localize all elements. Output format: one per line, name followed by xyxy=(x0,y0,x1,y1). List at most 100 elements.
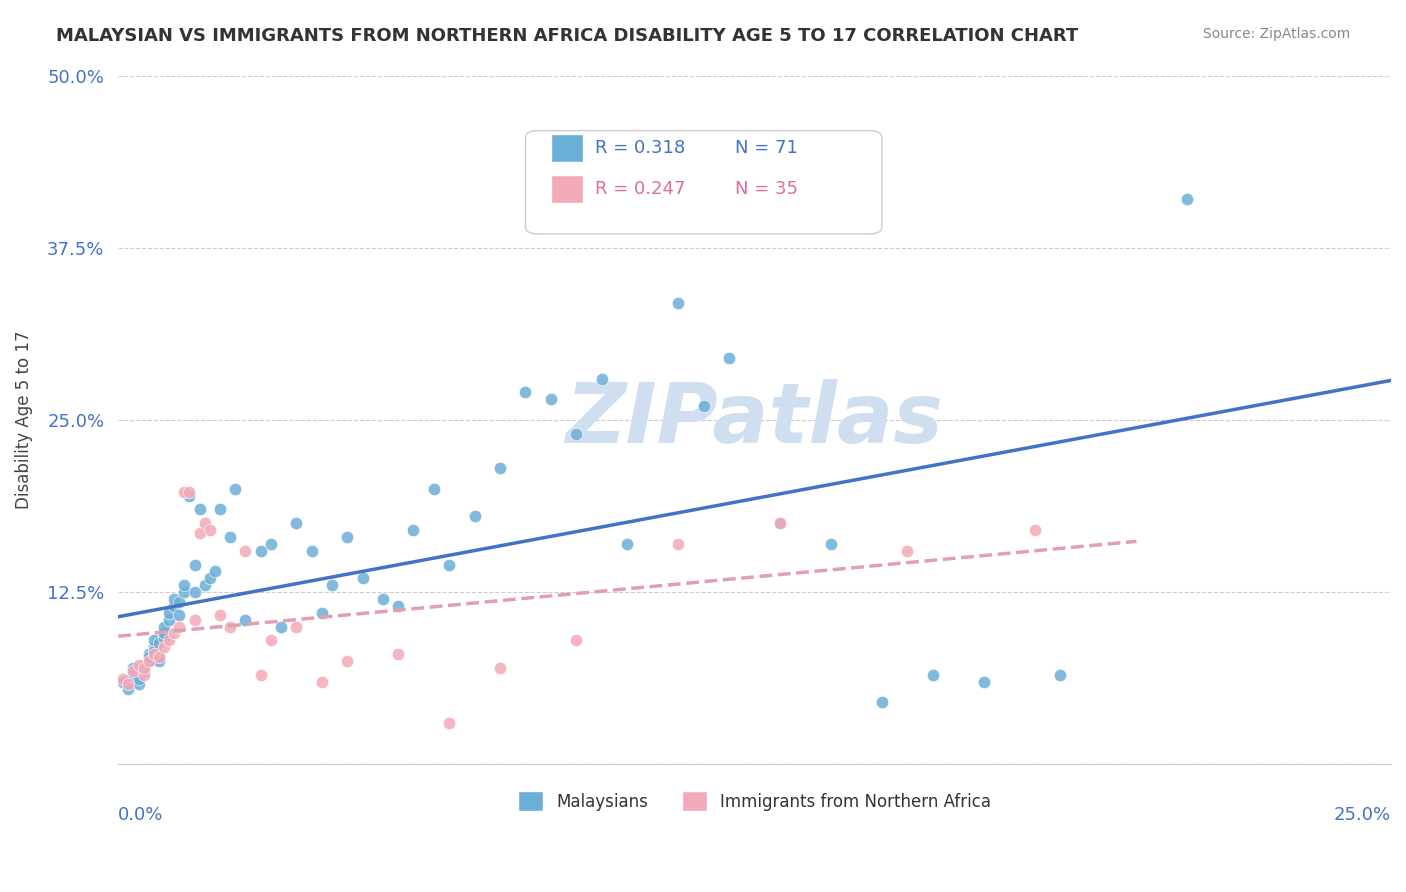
Point xyxy=(117,681,139,696)
Point xyxy=(183,558,205,572)
Point xyxy=(260,537,283,551)
Point xyxy=(666,295,689,310)
Point xyxy=(173,585,195,599)
Point xyxy=(157,633,180,648)
Point xyxy=(128,672,150,686)
Point xyxy=(371,591,394,606)
Point xyxy=(565,633,588,648)
Point xyxy=(565,426,588,441)
Y-axis label: Disability Age 5 to 17: Disability Age 5 to 17 xyxy=(15,331,32,509)
Point xyxy=(153,619,176,633)
Point xyxy=(148,649,170,664)
Point xyxy=(132,667,155,681)
Point xyxy=(157,613,180,627)
Point xyxy=(132,661,155,675)
Point xyxy=(540,392,562,407)
Point xyxy=(167,608,190,623)
Point xyxy=(235,543,257,558)
Point xyxy=(896,543,918,558)
Text: R = 0.247: R = 0.247 xyxy=(596,180,686,198)
Point xyxy=(153,631,176,645)
Point xyxy=(148,654,170,668)
Point xyxy=(352,571,374,585)
Point xyxy=(138,654,160,668)
Point xyxy=(616,537,638,551)
Point xyxy=(148,636,170,650)
Point xyxy=(249,667,271,681)
Point xyxy=(142,633,165,648)
Point xyxy=(153,640,176,655)
Point xyxy=(208,608,231,623)
Point xyxy=(464,509,486,524)
Text: N = 71: N = 71 xyxy=(735,139,799,157)
Point xyxy=(285,516,308,531)
Point xyxy=(336,530,359,544)
Text: ZIPatlas: ZIPatlas xyxy=(565,379,943,460)
Point xyxy=(188,502,211,516)
Point xyxy=(219,619,242,633)
Point xyxy=(153,626,176,640)
Point xyxy=(437,715,460,730)
Point xyxy=(437,558,460,572)
Point xyxy=(122,667,145,681)
Point xyxy=(112,672,135,686)
Point xyxy=(666,537,689,551)
Point xyxy=(311,606,333,620)
Point xyxy=(122,664,145,678)
Text: MALAYSIAN VS IMMIGRANTS FROM NORTHERN AFRICA DISABILITY AGE 5 TO 17 CORRELATION : MALAYSIAN VS IMMIGRANTS FROM NORTHERN AF… xyxy=(56,27,1078,45)
Point xyxy=(138,649,160,664)
Point xyxy=(163,626,186,640)
Bar xyxy=(551,134,582,161)
Text: Source: ZipAtlas.com: Source: ZipAtlas.com xyxy=(1202,27,1350,41)
Point xyxy=(157,606,180,620)
Point xyxy=(148,649,170,664)
Point xyxy=(820,537,842,551)
Point xyxy=(249,543,271,558)
Point xyxy=(194,578,217,592)
Point xyxy=(219,530,242,544)
Point xyxy=(285,619,308,633)
Point xyxy=(235,613,257,627)
Point xyxy=(260,633,283,648)
Point xyxy=(142,644,165,658)
Point xyxy=(423,482,446,496)
Point xyxy=(301,543,323,558)
Point xyxy=(692,399,714,413)
Point xyxy=(198,571,221,585)
Point xyxy=(591,371,613,385)
Point xyxy=(270,619,292,633)
Point xyxy=(142,647,165,661)
Bar xyxy=(551,176,582,203)
Point xyxy=(128,658,150,673)
Point xyxy=(204,565,226,579)
Point xyxy=(112,674,135,689)
Point xyxy=(336,654,359,668)
Point xyxy=(163,591,186,606)
Point xyxy=(128,677,150,691)
Point xyxy=(489,461,512,475)
Point xyxy=(138,647,160,661)
Point xyxy=(194,516,217,531)
Point xyxy=(163,599,186,613)
Text: N = 35: N = 35 xyxy=(735,180,799,198)
Point xyxy=(188,525,211,540)
Text: 0.0%: 0.0% xyxy=(118,805,163,823)
Point xyxy=(179,484,201,499)
Text: R = 0.318: R = 0.318 xyxy=(596,139,686,157)
Point xyxy=(387,647,409,661)
Point xyxy=(973,674,995,689)
Point xyxy=(183,585,205,599)
Point xyxy=(208,502,231,516)
Point xyxy=(769,516,792,531)
Point xyxy=(167,619,190,633)
Point xyxy=(718,351,741,365)
Point xyxy=(311,674,333,689)
Point xyxy=(132,664,155,678)
Point xyxy=(173,578,195,592)
Point xyxy=(183,613,205,627)
Point xyxy=(138,654,160,668)
Point xyxy=(132,661,155,675)
Point xyxy=(321,578,343,592)
Point xyxy=(921,667,943,681)
FancyBboxPatch shape xyxy=(526,130,882,234)
